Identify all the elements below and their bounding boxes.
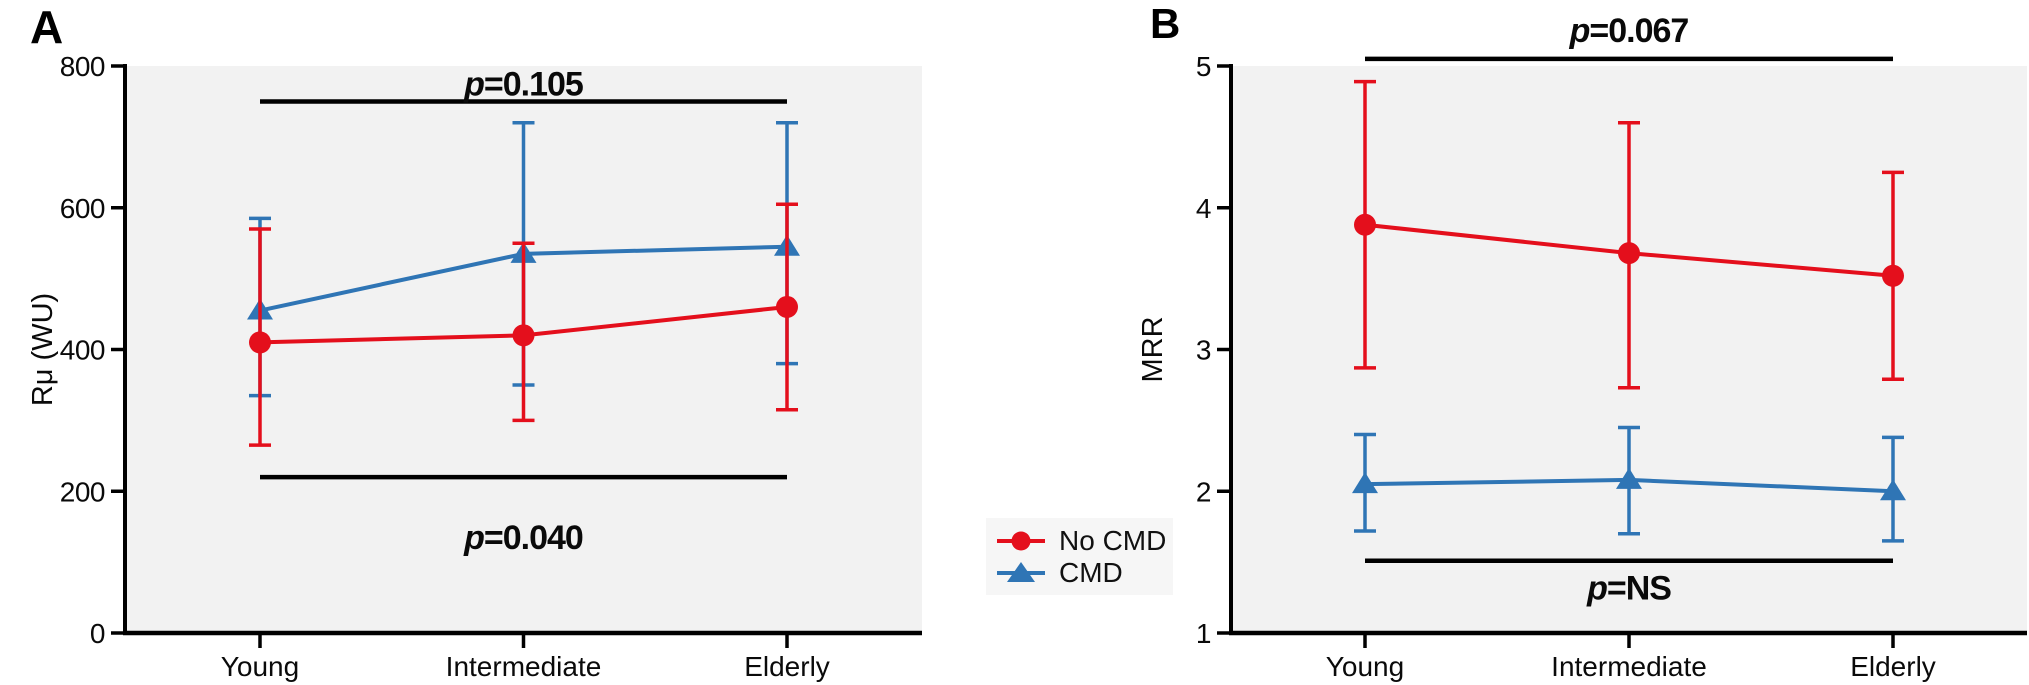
panel-b-x-tick-label: Young	[1326, 651, 1404, 682]
panel-b-no-cmd-circle-marker	[1354, 213, 1376, 236]
panel-a-y-tick-label: 600	[60, 193, 105, 224]
panel-b-y-tick-label: 2	[1196, 476, 1211, 507]
panel-b-p-value-label: p=0.067	[1569, 12, 1689, 50]
panel-b-y-tick-label: 1	[1196, 618, 1211, 649]
panel-a-y-axis-title: Rμ (WU)	[27, 293, 59, 406]
no-cmd-marker-icon	[997, 531, 1045, 550]
legend-label-no-cmd: No CMD	[1059, 524, 1167, 556]
panel-b-y-axis-title: MRR	[1137, 316, 1169, 382]
panel-b-x-tick-label: Intermediate	[1551, 651, 1707, 682]
panel-a-p-value-label: p=0.040	[463, 519, 583, 557]
panel-a-no-cmd-circle-marker	[512, 324, 535, 347]
legend-triangle-marker	[1007, 561, 1035, 582]
panel-a-y-tick-label: 400	[60, 335, 105, 366]
legend-item-cmd: CMD	[996, 556, 1173, 588]
legend-item-no-cmd: No CMD	[996, 524, 1173, 556]
panel-b-no-cmd-circle-marker	[1882, 264, 1904, 287]
panel-a-no-cmd-circle-marker	[776, 295, 798, 318]
panel-a-label: A	[30, 1, 63, 53]
panel-b-y-tick-label: 4	[1196, 193, 1211, 224]
panel-b-x-tick-label: Elderly	[1850, 651, 1936, 682]
panel-b-label: B	[1150, 0, 1180, 47]
panel-b-no-cmd-circle-marker	[1618, 242, 1640, 265]
panel-a-x-tick-label: Young	[221, 651, 299, 682]
legend-circle-marker	[1011, 531, 1031, 550]
panel-b-p-value-label: p=NS	[1586, 570, 1671, 608]
legend-label-cmd: CMD	[1059, 556, 1123, 588]
panel-a-y-tick-label: 200	[60, 476, 105, 507]
panel-a-x-tick-label: Intermediate	[446, 651, 602, 682]
panel-b-cmd-triangle-marker	[1880, 479, 1906, 501]
panel-b-y-tick-label: 3	[1196, 335, 1211, 366]
panel-b-cmd-triangle-marker	[1616, 467, 1642, 489]
panel-a-y-tick-label: 0	[90, 618, 105, 649]
panel-a-x-tick-label: Elderly	[744, 651, 830, 682]
panel-a-p-value-label: p=0.105	[463, 65, 583, 103]
cmd-marker-icon	[997, 561, 1045, 582]
panel-a-no-cmd-circle-marker	[249, 331, 271, 354]
panel-b-cmd-triangle-marker	[1352, 472, 1378, 494]
legend: No CMD CMD	[986, 518, 1173, 595]
panel-b-y-tick-label: 5	[1196, 51, 1211, 82]
panel-a-y-tick-label: 800	[60, 51, 105, 82]
